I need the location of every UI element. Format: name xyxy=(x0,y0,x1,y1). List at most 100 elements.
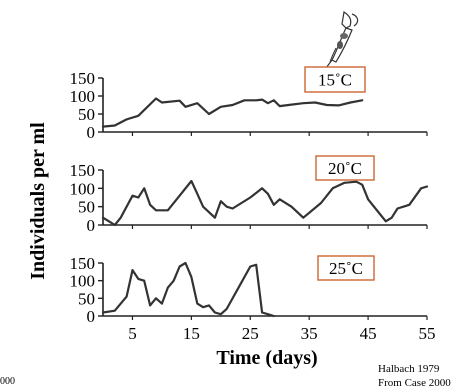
data-point xyxy=(155,97,157,100)
data-point xyxy=(184,106,187,108)
data-point xyxy=(220,106,222,108)
data-point xyxy=(172,279,175,282)
data-point xyxy=(125,295,128,298)
data-point xyxy=(408,204,411,206)
data-point xyxy=(261,311,263,314)
data-point xyxy=(390,216,393,219)
data-point xyxy=(231,207,234,210)
data-point xyxy=(161,302,163,305)
data-point xyxy=(220,200,222,202)
y-tick-label: 150 xyxy=(70,254,96,273)
temperature-label: 15˚C xyxy=(318,71,352,90)
source-line-2: From Case 2000 xyxy=(378,377,451,388)
data-point xyxy=(302,102,305,104)
data-point xyxy=(243,99,246,102)
data-point xyxy=(273,204,275,206)
data-point xyxy=(131,194,134,197)
data-point xyxy=(184,262,187,264)
data-point xyxy=(137,196,140,199)
data-point xyxy=(113,309,116,312)
data-point xyxy=(326,104,328,106)
data-point xyxy=(155,297,157,300)
y-tick-label: 100 xyxy=(70,179,96,198)
data-point xyxy=(102,311,104,314)
data-point xyxy=(320,202,322,204)
x-tick-label: 5 xyxy=(128,324,137,343)
y-tick-label: 150 xyxy=(70,161,96,180)
data-point xyxy=(143,279,146,282)
data-point xyxy=(167,286,169,289)
y-tick-label: 50 xyxy=(78,198,95,217)
x-tick-label: 55 xyxy=(419,324,436,343)
data-point xyxy=(214,311,216,314)
data-point xyxy=(355,180,358,183)
data-point xyxy=(190,276,193,278)
series-line xyxy=(101,97,364,128)
data-point xyxy=(261,187,263,190)
y-tick-label: 50 xyxy=(78,289,95,308)
data-point xyxy=(349,101,352,104)
data-point xyxy=(290,103,293,106)
y-tick-label: 100 xyxy=(70,272,96,291)
x-tick-labels: 5 15 25 35 45 55 xyxy=(128,324,435,343)
data-point xyxy=(161,101,163,104)
rotifer-icon xyxy=(325,10,359,69)
y-tick-label: 150 xyxy=(70,69,96,88)
data-point xyxy=(343,182,346,184)
y-tick-label: 0 xyxy=(87,123,96,142)
data-point xyxy=(273,99,275,102)
data-point xyxy=(202,205,204,208)
data-point xyxy=(214,216,216,219)
y-tick-label: 0 xyxy=(87,307,96,326)
source-line-1: Halbach 1979 xyxy=(378,363,440,375)
data-point xyxy=(361,99,364,102)
data-point xyxy=(267,102,269,104)
data-point xyxy=(196,302,199,305)
data-point xyxy=(273,315,275,317)
data-point xyxy=(255,99,257,102)
data-point xyxy=(196,193,199,195)
data-point xyxy=(426,185,428,188)
data-point xyxy=(302,216,305,219)
data-point xyxy=(231,104,234,106)
data-point xyxy=(402,205,405,208)
data-point xyxy=(167,209,169,212)
data-point xyxy=(290,205,293,208)
y-tick-label: 50 xyxy=(78,105,95,124)
data-point xyxy=(396,207,399,210)
data-point xyxy=(237,286,240,289)
y-axis-label: Individuals per ml xyxy=(27,122,49,280)
series-line xyxy=(101,261,275,318)
data-point xyxy=(249,265,252,268)
data-point xyxy=(131,269,134,271)
y-tick-label: 0 xyxy=(87,216,96,235)
data-point xyxy=(113,124,116,127)
data-point xyxy=(261,98,263,101)
data-point xyxy=(361,183,364,186)
data-point xyxy=(208,113,210,115)
data-point xyxy=(113,224,116,226)
data-point xyxy=(137,278,140,280)
temperature-label: 20˚C xyxy=(328,159,362,178)
left-edge-fragment: 000 xyxy=(0,376,15,387)
data-point xyxy=(384,220,387,223)
data-point xyxy=(420,187,422,190)
temperature-label: 25˚C xyxy=(329,259,363,278)
data-point xyxy=(178,194,181,197)
data-point xyxy=(178,265,181,268)
data-point xyxy=(208,304,210,307)
data-point xyxy=(178,99,181,102)
data-point xyxy=(278,198,281,201)
data-point xyxy=(125,118,128,121)
data-point xyxy=(267,193,269,195)
data-point xyxy=(155,209,157,212)
data-point xyxy=(102,125,104,128)
x-tick-label: 25 xyxy=(242,324,259,343)
x-axis-label: Time (days) xyxy=(216,347,317,369)
data-point xyxy=(202,306,204,308)
data-point xyxy=(102,216,104,219)
data-point xyxy=(149,304,151,307)
